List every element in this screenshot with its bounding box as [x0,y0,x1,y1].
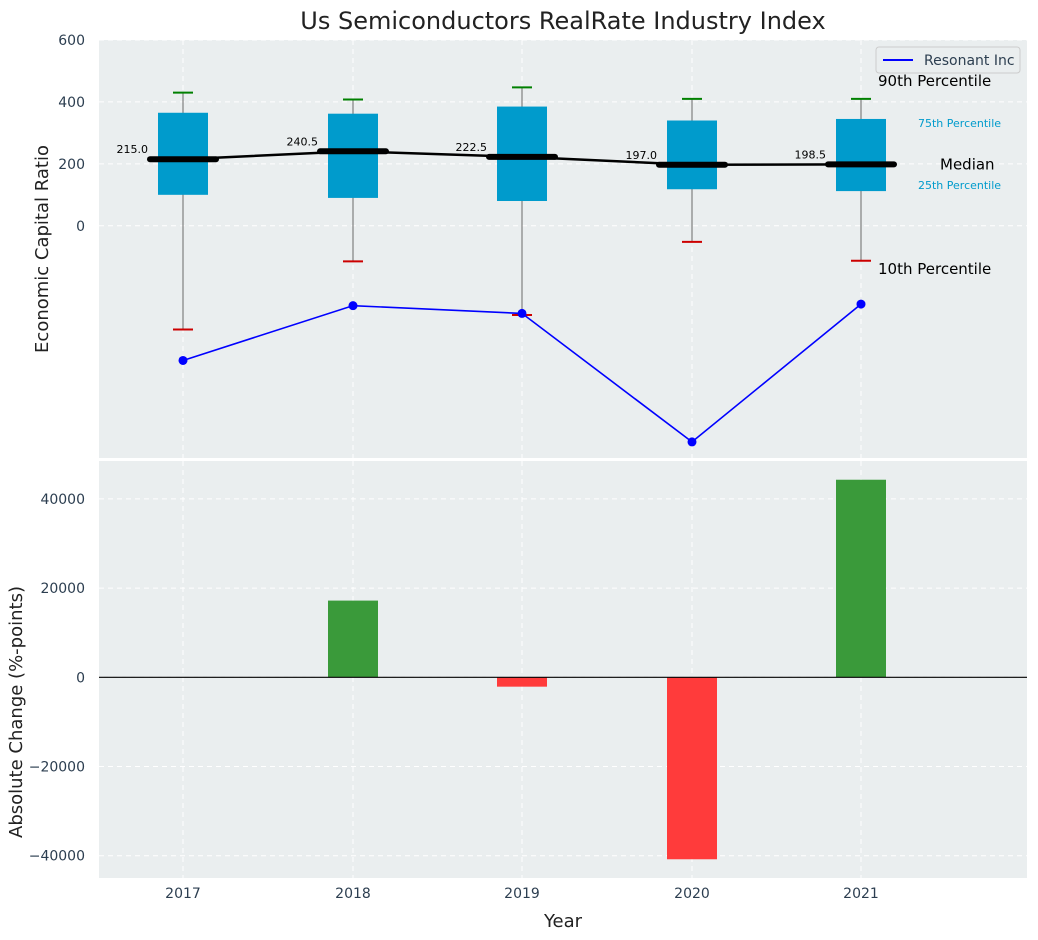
resonant-series-point [856,299,866,309]
iqr-box [328,113,378,198]
bottom-y-tick-label: −20000 [29,760,85,776]
legend-label: Resonant Inc [924,53,1015,69]
resonant-series-point [517,308,527,318]
bottom-y-tick-label: 40000 [40,492,85,508]
x-tick-label: 2019 [504,886,540,902]
annotation-p10: 10th Percentile [878,260,991,278]
top-y-axis-label: Economic Capital Ratio [32,145,53,353]
change-bar-panel: −40000 −20000 0 20000 40000 2017 2018 2019 2020 2… [29,461,1027,902]
bottom-plot-background [99,461,1027,878]
top-y-tick-label: 400 [58,95,85,111]
iqr-box [158,112,208,195]
median-value-label: 222.5 [456,141,488,154]
x-tick-label: 2017 [165,886,201,902]
median-value-label: 240.5 [287,135,319,148]
change-bar [497,677,547,687]
median-value-label: 197.0 [626,149,658,162]
resonant-series-point [348,301,358,311]
x-tick-label: 2021 [843,886,879,902]
top-y-tick-label: 200 [58,157,85,173]
x-tick-label: 2018 [335,886,371,902]
box-plot-panel: 0 200 400 600 215.0 240.5 222.5 197.0 198.5 90th … [58,33,1027,458]
resonant-series-point [687,437,697,447]
iqr-box [667,120,717,190]
annotation-p75: 75th Percentile [918,117,1001,130]
bottom-y-tick-label: 20000 [40,581,85,597]
legend-box [875,46,1021,74]
top-plot-background [99,40,1027,458]
resonant-series-point [178,355,188,365]
bottom-y-tick-label: −40000 [29,849,85,865]
x-tick-label: 2020 [674,886,710,902]
change-bar [667,677,717,860]
median-value-label: 215.0 [117,143,149,156]
top-y-tick-label: 0 [76,219,85,235]
iqr-box [836,118,886,192]
bottom-y-tick-label: 0 [76,670,85,686]
top-y-tick-label: 600 [58,33,85,49]
median-value-label: 198.5 [795,148,827,161]
iqr-box [497,106,547,202]
annotation-p90: 90th Percentile [878,72,991,90]
annotation-median: Median [940,155,995,173]
change-bar [836,479,886,678]
annotation-p25: 25th Percentile [918,179,1001,192]
legend: Resonant Inc [875,46,1021,74]
chart-title: Us Semiconductors RealRate Industry Inde… [300,7,825,35]
x-axis-label: Year [543,911,583,932]
change-bar [328,600,378,678]
bottom-y-axis-label: Absolute Change (%-points) [6,586,27,838]
